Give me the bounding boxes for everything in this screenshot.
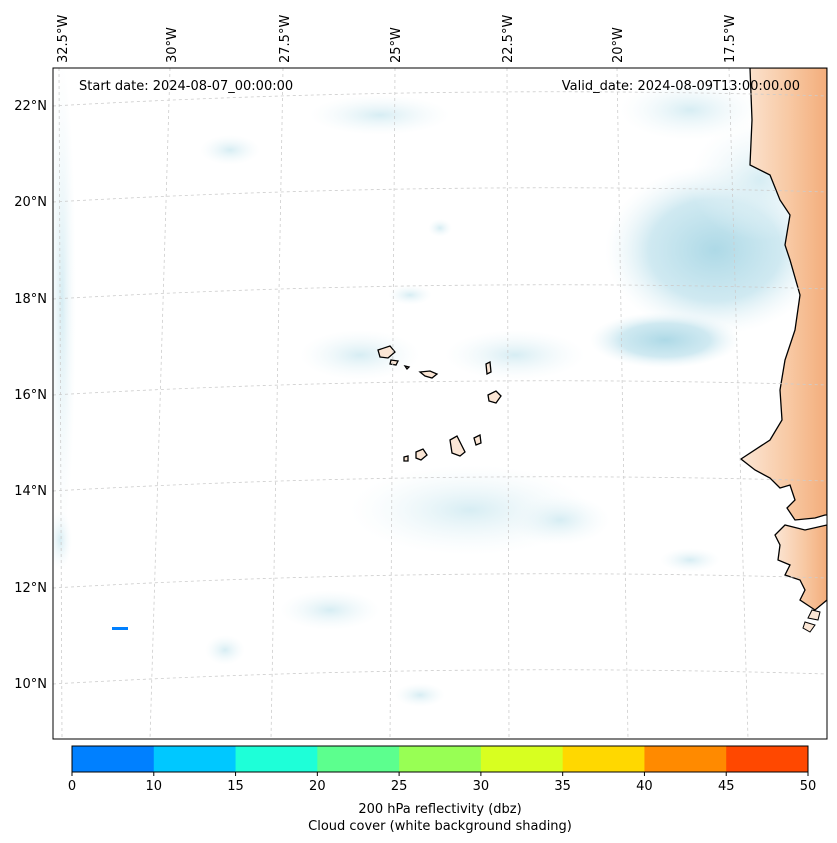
lat-label: 22°N	[14, 99, 47, 114]
lon-label: 27.5°W	[278, 15, 293, 63]
lon-label: 20°W	[611, 27, 626, 63]
bijagos-island	[807, 609, 821, 621]
colorbar-tick-label: 25	[391, 779, 408, 794]
map-area	[53, 68, 827, 739]
parallel-line	[53, 91, 827, 107]
colorbar-tick-label: 10	[146, 779, 163, 794]
meridian-line	[149, 68, 171, 739]
longitude-labels: 32.5°W 30°W 27.5°W 25°W 22.5°W 20°W 17.5…	[56, 15, 738, 63]
parallel-line	[53, 284, 827, 300]
parallel-line	[53, 476, 827, 492]
lat-label: 12°N	[14, 581, 47, 596]
meridian-line	[728, 68, 749, 739]
map-frame	[52, 67, 828, 740]
colorbar-segment	[153, 746, 237, 772]
colorbar-label-line2: Cloud cover (white background shading)	[308, 819, 572, 834]
island-sal	[485, 360, 492, 376]
colorbar-segment	[726, 746, 809, 772]
colorbar-segment	[72, 746, 155, 772]
parallel-line	[53, 573, 827, 589]
island-maio	[473, 434, 482, 446]
colorbar-segment	[317, 746, 400, 772]
colorbar-tick-label: 35	[554, 779, 571, 794]
lon-label: 30°W	[165, 27, 180, 63]
colorbar-segment	[235, 746, 318, 772]
bijagos-island	[802, 621, 816, 633]
meridian-line	[506, 68, 510, 739]
lon-label: 25°W	[389, 27, 404, 63]
gridlines	[53, 68, 827, 739]
island-sao-nicolau	[418, 370, 439, 379]
colorbar-tick-label: 45	[718, 779, 735, 794]
lat-label: 10°N	[14, 677, 47, 692]
lat-label: 14°N	[14, 484, 47, 499]
island-santiago	[449, 435, 466, 457]
lat-label: 20°N	[14, 195, 47, 210]
island-sao-vicente	[389, 359, 399, 366]
africa-south-coast	[774, 524, 827, 611]
valid-date-label: Valid_date: 2024-08-09T13:00:00.00	[562, 79, 800, 94]
start-date-label: Start date: 2024-08-07_00:00:00	[79, 79, 293, 94]
colorbar-label-line1: 200 hPa reflectivity (dbz)	[358, 802, 521, 817]
lon-label: 32.5°W	[56, 15, 71, 63]
island-fogo	[415, 448, 428, 461]
island-brava	[403, 455, 409, 462]
parallel-line	[53, 380, 827, 396]
cape-verde-islands	[377, 345, 502, 462]
island-santa-luzia	[403, 364, 411, 371]
lat-label: 16°N	[14, 388, 47, 403]
colorbar-tick-label: 0	[68, 779, 76, 794]
colorbar-frame	[71, 745, 809, 773]
reflectivity-patch	[112, 627, 128, 630]
lon-label: 22.5°W	[501, 15, 516, 63]
africa-landmass	[739, 68, 827, 521]
colorbar-tick-label: 40	[636, 779, 653, 794]
colorbar-tick-label: 50	[800, 779, 817, 794]
parallel-line	[53, 187, 827, 203]
island-boa-vista	[487, 390, 502, 404]
lon-label: 17.5°W	[723, 15, 738, 63]
colorbar-segment	[562, 746, 645, 772]
island-santo-antao	[377, 345, 396, 359]
meridian-line	[616, 68, 629, 739]
colorbar-tick-label: 20	[309, 779, 326, 794]
cloud-cover-shading	[53, 68, 827, 707]
colorbar-tick-label: 30	[473, 779, 490, 794]
lat-label: 18°N	[14, 292, 47, 307]
latitude-labels: 22°N 20°N 18°N 16°N 14°N 12°N 10°N	[14, 99, 47, 692]
meridian-line	[389, 68, 396, 739]
colorbar: 0 10 15 20 25 30 35 40 45 50	[68, 745, 817, 794]
parallel-line	[53, 669, 827, 685]
colorbar-segment	[480, 746, 564, 772]
colorbar-segment	[644, 746, 727, 772]
meridian-line	[270, 68, 284, 739]
colorbar-segment	[399, 746, 482, 772]
meridian-line	[58, 68, 63, 739]
colorbar-tick-label: 15	[227, 779, 244, 794]
